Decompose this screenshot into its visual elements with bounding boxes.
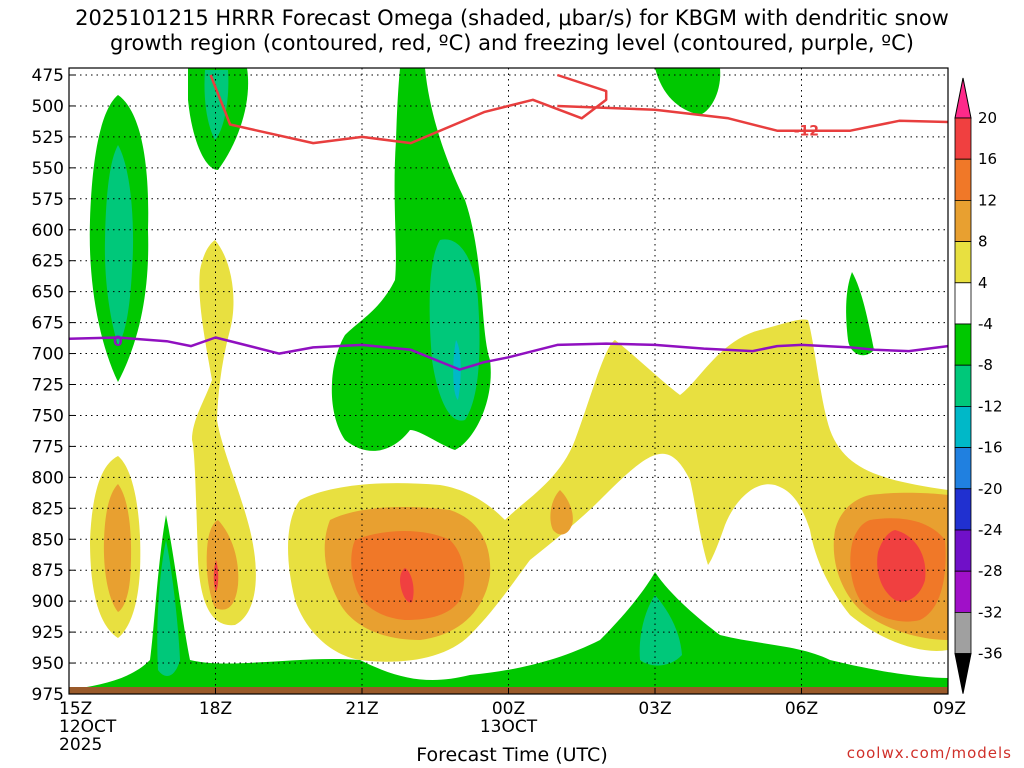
colorbar-label: -28 [978,562,1003,580]
x-tick-date: 13OCT [480,717,538,737]
chart-title: 2025101215 HRRR Forecast Omega (shaded, … [0,6,1024,56]
colorbar-segment [954,158,972,201]
x-axis-label: Forecast Time (UTC) [416,744,608,766]
y-tick-label: 825 [32,499,64,519]
y-tick-label: 800 [32,468,64,488]
colorbar-segment [954,241,972,284]
credit-text: coolwx.com/models [846,744,1012,762]
y-tick-label: 975 [32,685,64,705]
pressure-axis: 475 500 525 550 575 600 625 650 675 700 725 750 775 8… [32,66,75,705]
y-tick-label: 925 [32,623,64,643]
colorbar-label: -36 [978,645,1003,663]
omega-region-pos16 [877,530,926,602]
contour-label: 0 [113,334,123,350]
contour-freezing-level-0C [69,336,948,371]
y-tick-label: 475 [32,66,64,86]
colorbar-label: 8 [978,233,988,251]
omega-region-neg4 [69,515,948,694]
omega-region-neg8 [104,145,134,345]
colorbar-bottom-arrow [954,653,972,694]
x-tick-label: 06Z [785,699,818,719]
colorbar-segment [954,364,972,407]
y-tick-label: 625 [32,252,64,272]
colorbar: 20 16 12 8 4 -4 -8 -12 -16 -20 -24 -28 -32 -36 [954,77,1003,694]
colorbar-segment [954,199,972,242]
contour-dendritic--12C-upper [557,104,948,132]
colorbar-label: -12 [978,397,1003,415]
colorbar-label: 12 [978,191,997,209]
colorbar-label: 4 [978,274,988,292]
y-tick-label: 525 [32,128,64,148]
colorbar-segment [954,447,972,490]
contour-dendritic--12C [209,73,608,145]
y-tick-label: 675 [32,314,64,334]
x-tick-year: 2025 [59,735,102,755]
y-tick-label: 650 [32,283,64,303]
omega-region-neg8 [639,595,682,666]
omega-region-neg8 [429,239,480,421]
omega-region-pos16 [213,560,219,592]
colorbar-top-arrow [954,77,972,119]
omega-region-pos8 [206,520,239,610]
colorbar-label: 20 [978,109,997,127]
omega-region-pos4 [192,240,256,626]
y-tick-label: 850 [32,530,64,550]
colorbar-label: -8 [978,356,993,374]
x-tick-label: 03Z [638,699,671,719]
colorbar-segment [954,323,972,366]
y-tick-label: 575 [32,190,64,210]
colorbar-segment [954,488,972,531]
title-line-1: 2025101215 HRRR Forecast Omega (shaded, … [75,6,949,30]
omega-region-neg8 [157,540,180,676]
y-tick-label: 775 [32,437,64,457]
x-tick-label: 21Z [345,699,378,719]
grid [68,68,949,695]
omega-region-neg8 [204,70,229,140]
colorbar-segment [954,117,972,160]
colorbar-segment [954,612,972,655]
x-tick-label: 18Z [199,699,232,719]
y-tick-label: 750 [32,406,64,426]
y-tick-label: 950 [32,654,64,674]
colorbar-segment [954,282,972,325]
x-tick-date: 12OCT [59,717,117,737]
colorbar-segment [954,405,972,448]
contour-lines: -120 [69,73,948,371]
colorbar-label: -4 [978,315,993,333]
colorbar-segment [954,570,972,613]
colorbar-segment [954,529,972,572]
omega-region-pos8 [550,490,573,535]
omega-region-neg4 [846,272,874,356]
y-tick-label: 875 [32,561,64,581]
colorbar-label: 16 [978,150,997,168]
y-tick-label: 725 [32,376,64,396]
y-tick-label: 550 [32,159,64,179]
omega-region-pos16 [400,568,414,603]
colorbar-label: -16 [978,439,1003,457]
omega-region-neg4 [655,68,721,115]
colorbar-label: -20 [978,480,1003,498]
x-tick-label: 15Z [59,699,92,719]
colorbar-label: -32 [978,603,1003,621]
x-tick-label: 00Z [492,699,525,719]
y-tick-label: 900 [32,592,64,612]
y-tick-label: 600 [32,221,64,241]
y-tick-label: 700 [32,345,64,365]
x-tick-label: 09Z [933,699,966,719]
omega-region-pos8 [103,484,132,612]
y-tick-label: 500 [32,97,64,117]
title-line-2: growth region (contoured, red, ºC) and f… [110,31,914,55]
colorbar-label: -24 [978,521,1003,539]
